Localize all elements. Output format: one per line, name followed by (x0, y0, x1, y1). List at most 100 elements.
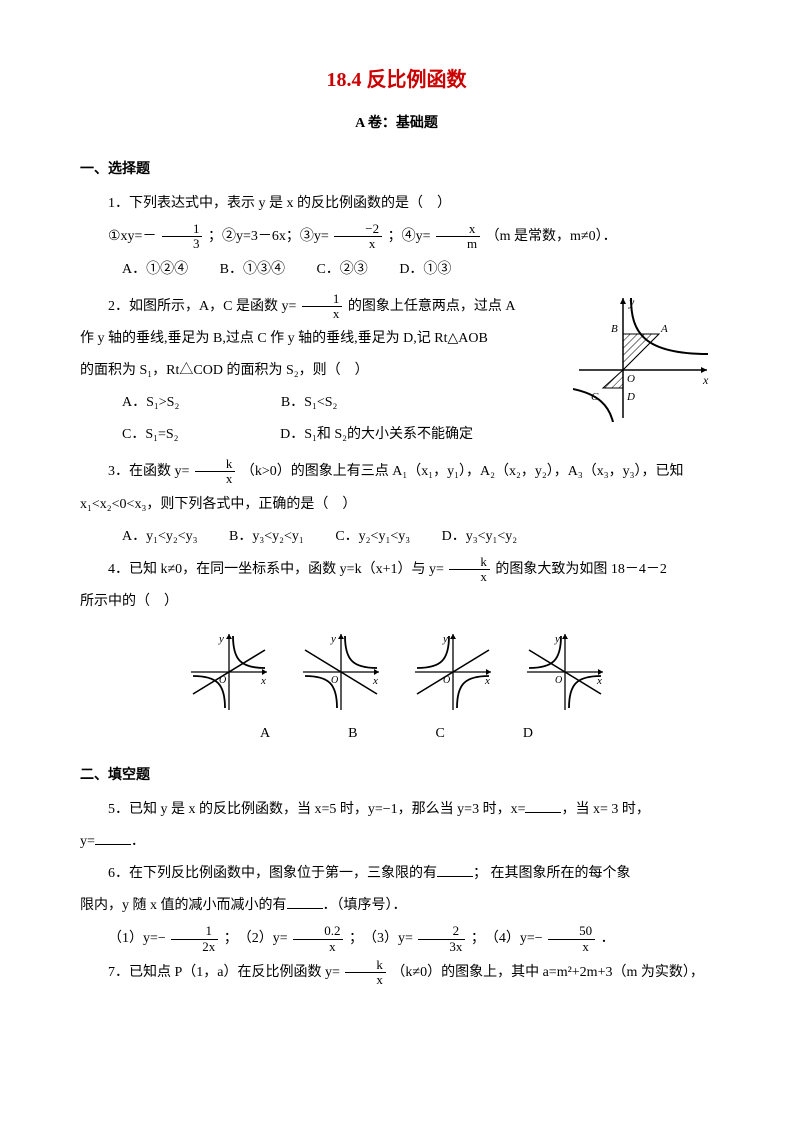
opt-c: C．y₂<y₁<y₃ (335, 529, 410, 544)
svg-text:O: O (219, 675, 226, 686)
question-4-line1: 4．已知 k≠0，在同一坐标系中，函数 y=k（x+1）与 y= kx 的图象大… (80, 555, 713, 585)
text: y= (80, 834, 95, 849)
opt-c: C．S₁=S₂ (122, 427, 179, 442)
text: 4．已知 k≠0，在同一坐标系中，函数 y=k（x+1）与 y= (108, 562, 444, 577)
svg-text:x: x (260, 675, 266, 687)
question-6-line1: 6．在下列反比例函数中，图象位于第一，三象限的有 ； 在其图象所在的每个象 (80, 860, 713, 888)
question-7-line1: 7．已知点 P（1，a）在反比例函数 y= kx （k≠0）的图象上，其中 a=… (80, 958, 713, 988)
fraction: kx (449, 555, 490, 585)
label-d: D (523, 720, 533, 748)
svg-text:O: O (627, 373, 635, 385)
svg-text:B: B (611, 323, 618, 335)
fraction: 13 (162, 222, 203, 252)
blank (437, 864, 473, 878)
label-b: B (348, 720, 357, 748)
opt-b: B．S₁<S₂ (281, 395, 338, 410)
question-6-line2: 限内，y 随 x 值的减小而减小的有 ．（填序号）． (80, 892, 713, 920)
question-6-items: （1）y=− 12x ； （2）y= 0.2x ； （3）y= 23x ； （4… (80, 924, 713, 954)
opt-b: B．①③④ (220, 262, 285, 277)
fraction: 23x (418, 924, 465, 954)
opt-c: C．②③ (316, 262, 367, 277)
section-heading-1: 一、选择题 (80, 156, 713, 184)
fraction: 1x (302, 292, 343, 322)
text: ． (601, 931, 615, 946)
text: ． (131, 834, 145, 849)
svg-text:A: A (660, 323, 668, 335)
opt-a: A．①②④ (122, 262, 188, 277)
figure-q4-b: yxO (299, 630, 383, 714)
figure-q4-labels: A B C D (80, 720, 713, 748)
question-5-line2: y= ． (80, 828, 713, 856)
svg-text:O: O (443, 675, 450, 686)
opt-d: D．y₃<y₁<y₂ (442, 529, 518, 544)
text: （m 是常数，m≠0）． (486, 229, 617, 244)
figure-q4-d: y x O (523, 630, 607, 714)
svg-text:O: O (331, 675, 338, 686)
text: ；④y= (388, 229, 431, 244)
fraction: kx (345, 958, 386, 988)
fraction: 12x (171, 924, 218, 954)
question-1: 1．下列表达式中，表示 y 是 x 的反比例函数的是（ ） (80, 190, 713, 218)
label-c: C (436, 720, 445, 748)
svg-text:x: x (596, 675, 602, 687)
fraction: −2x (334, 222, 382, 252)
text: 6．在下列反比例函数中，图象位于第一，三象限的有 (108, 866, 437, 881)
opt-a: A．y₁<y₂<y₃ (122, 529, 198, 544)
text: 限内，y 随 x 值的减小而减小的有 (80, 898, 287, 913)
text: ①xy=－ (108, 229, 156, 244)
figure-q4-a: y x O (187, 630, 271, 714)
svg-text:y: y (218, 633, 224, 645)
question-3-options: A．y₁<y₂<y₃ B．y₃<y₂<y₁ C．y₂<y₁<y₃ D．y₃<y₁… (80, 523, 713, 551)
question-1-options: A．①②④ B．①③④ C．②③ D．①③ (80, 256, 713, 284)
text: ，当 x= 3 时， (561, 802, 649, 817)
text: （k≠0）的图象上，其中 a=m²+2m+3（m 为实数）， (391, 965, 703, 980)
text: 2．如图所示，A，C 是函数 y= (108, 299, 296, 314)
opt-d: D．①③ (399, 262, 451, 277)
question-3-line1: 3．在函数 y= kx （k>0）的图象上有三点 A₁（x₁，y₁），A₂（x₂… (80, 457, 713, 487)
section-heading-2: 二、填空题 (80, 762, 713, 790)
svg-text:x: x (484, 675, 490, 687)
blank (287, 896, 323, 910)
text: 3．在函数 y= (108, 464, 189, 479)
svg-text:y: y (554, 633, 560, 645)
svg-text:D: D (626, 391, 635, 403)
blank (95, 832, 131, 846)
text: 的图象大致为如图 18－4－2 (495, 562, 667, 577)
svg-text:C: C (591, 391, 599, 403)
opt-a: A．S₁>S₂ (122, 395, 179, 410)
text: （k>0）的图象上有三点 A₁（x₁，y₁），A₂（x₂，y₂），A₃（x₃，y… (241, 464, 684, 479)
question-1-items: ①xy=－ 13 ；②y=3－6x；③y= −2x ；④y= xm （m 是常数… (80, 222, 713, 252)
opt-d: D．S₁和 S₂的大小关系不能确定 (280, 427, 473, 442)
label-a: A (260, 720, 270, 748)
svg-text:y: y (330, 633, 336, 645)
text: 的图象上任意两点，过点 A (348, 299, 516, 314)
page-subtitle: A 卷：基础题 (80, 110, 713, 138)
blank (525, 800, 561, 814)
text: 7．已知点 P（1，a）在反比例函数 y= (108, 965, 340, 980)
svg-text:y: y (628, 295, 635, 309)
svg-text:y: y (442, 633, 448, 645)
figure-q4-row: yxO yxO yxO yxO (80, 630, 713, 714)
text: ； （2）y= (224, 931, 288, 946)
figure-q2: y x O A B C D (573, 292, 713, 422)
fraction: xm (436, 222, 480, 252)
question-5-line1: 5．已知 y 是 x 的反比例函数，当 x=5 时，y=−1，那么当 y=3 时… (80, 796, 713, 824)
question-2-options-row2: C．S₁=S₂ D．S₁和 S₂的大小关系不能确定 (80, 421, 713, 449)
svg-text:x: x (702, 373, 709, 387)
text: ；②y=3－6x；③y= (208, 229, 329, 244)
text: ．（填序号）． (323, 898, 407, 913)
text: （1）y=− (108, 931, 166, 946)
text: 5．已知 y 是 x 的反比例函数，当 x=5 时，y=−1，那么当 y=3 时… (108, 802, 525, 817)
question-3-line2: x₁<x₂<0<x₃，则下列各式中，正确的是（ ） (80, 491, 713, 519)
page-title: 18.4 反比例函数 (80, 60, 713, 100)
fraction: 0.2x (293, 924, 343, 954)
svg-text:O: O (555, 675, 562, 686)
text: ； （3）y= (349, 931, 413, 946)
figure-q4-c: y x O (411, 630, 495, 714)
text: ； 在其图象所在的每个象 (473, 866, 631, 881)
question-4-line2: 所示中的（ ） (80, 588, 713, 616)
fraction: 50x (548, 924, 595, 954)
opt-b: B．y₃<y₂<y₁ (229, 529, 304, 544)
text: ； （4）y=− (471, 931, 543, 946)
fraction: kx (195, 457, 236, 487)
